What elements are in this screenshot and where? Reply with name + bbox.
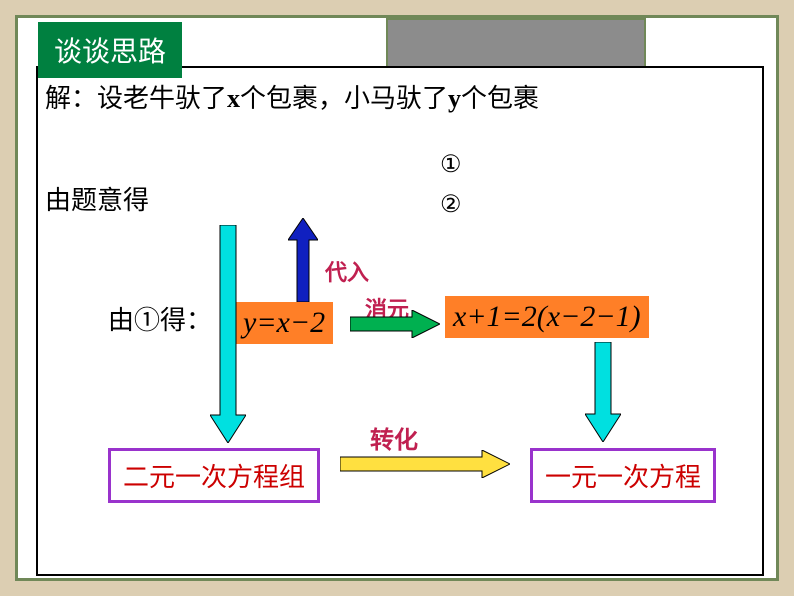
equation-1: y=x−2 <box>235 302 333 344</box>
substitute-label: 代入 <box>325 255 369 287</box>
line1-prefix: 解：设老牛驮了 <box>45 84 227 113</box>
equation-2: x+1=2(x−2−1) <box>445 296 649 338</box>
result-box-1: 二元一次方程组 <box>108 448 320 503</box>
arrow-blue-up <box>288 218 318 302</box>
title-box: 谈谈思路 <box>38 22 182 78</box>
result-box-2: 一元一次方程 <box>530 448 716 503</box>
top-tab <box>386 18 646 66</box>
arrow-cyan-down-left <box>210 225 246 443</box>
arrow-green-right <box>350 310 440 338</box>
circled-1: ① <box>440 150 462 179</box>
arrow-yellow-right <box>340 450 510 478</box>
given-label: 由题意得 <box>45 180 149 217</box>
derive-label: 由①得： <box>108 300 212 337</box>
var-y: y <box>448 84 461 113</box>
line1-mid: 个包裹，小马驮了 <box>240 84 448 113</box>
arrow-cyan-down-right <box>585 342 621 442</box>
circled-2: ② <box>440 190 462 219</box>
problem-setup: 解：设老牛驮了x个包裹，小马驮了y个包裹 <box>45 78 539 115</box>
line1-suffix: 个包裹 <box>461 84 539 113</box>
var-x: x <box>227 84 240 113</box>
